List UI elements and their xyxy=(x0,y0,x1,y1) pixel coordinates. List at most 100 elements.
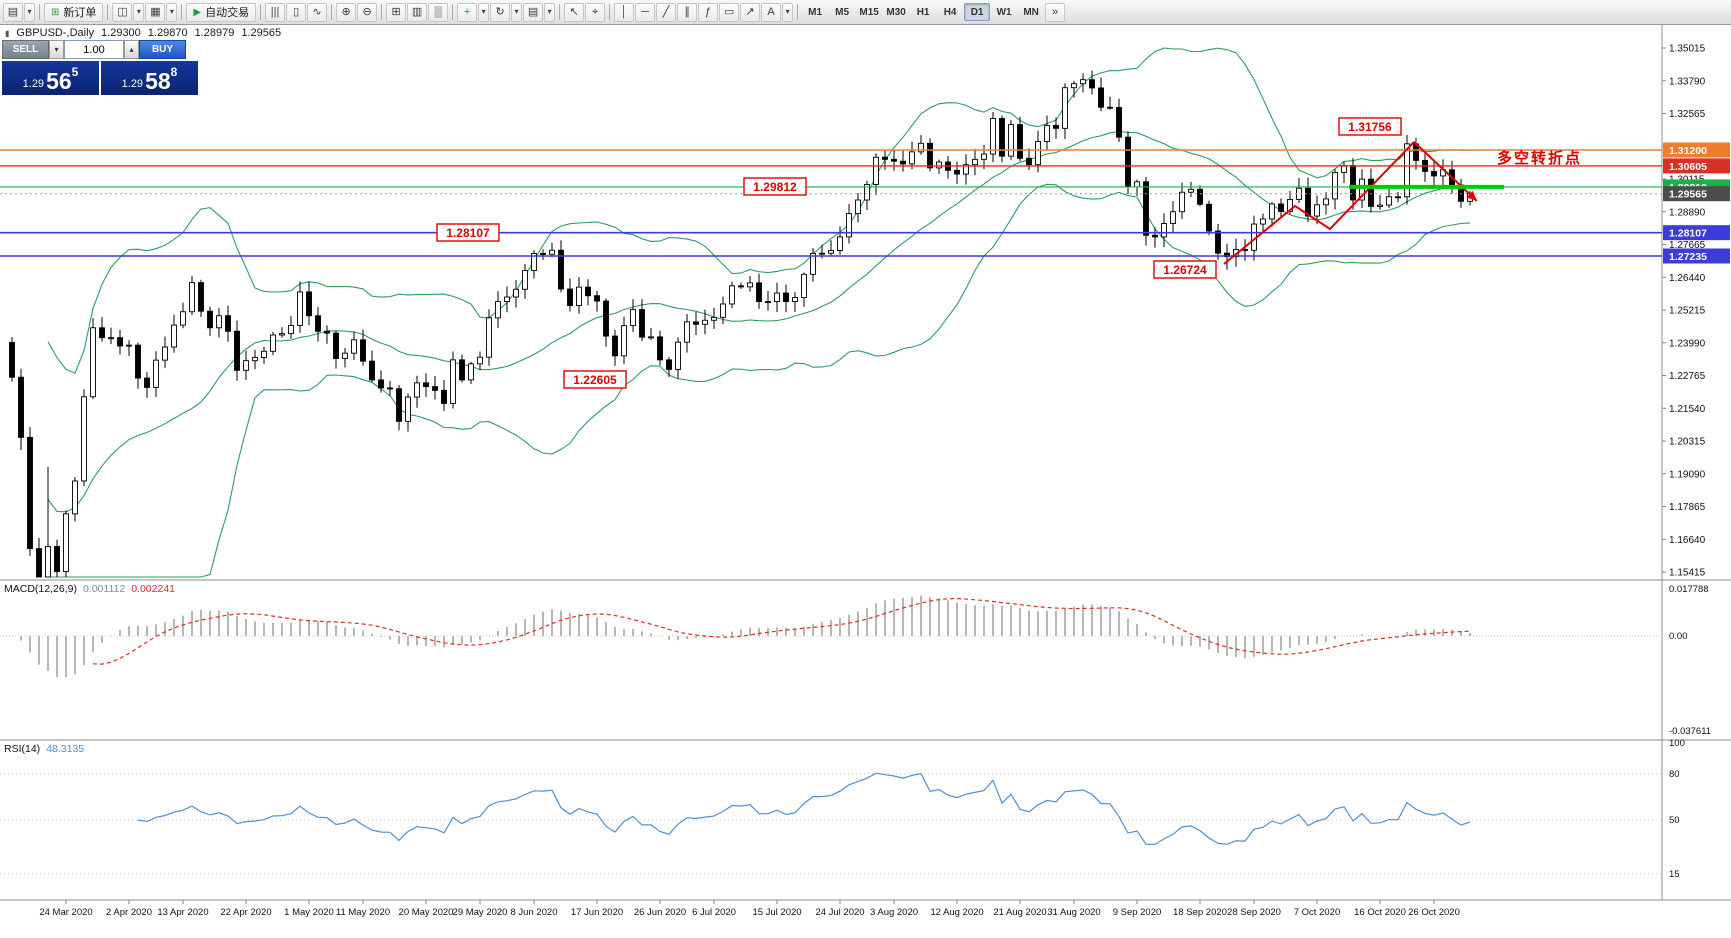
candle-body xyxy=(81,396,87,482)
auto-arrange-icon[interactable]: ▥ xyxy=(407,2,428,22)
candle-body xyxy=(18,376,24,438)
templates-icon[interactable]: ▤ xyxy=(523,2,544,22)
date-label: 13 Apr 2020 xyxy=(157,907,208,918)
price-badge-text: 1.29565 xyxy=(1669,189,1707,201)
templates-dropdown-icon[interactable]: ▾ xyxy=(544,2,556,22)
date-label: 17 Jun 2020 xyxy=(571,907,623,918)
candle-body xyxy=(801,273,807,299)
timeframe-m30-button[interactable]: M30 xyxy=(883,3,909,21)
timeframe-mn-button[interactable]: MN xyxy=(1018,3,1044,21)
horizontal-line-icon[interactable]: ─ xyxy=(635,2,656,22)
vertical-line-icon[interactable]: │ xyxy=(614,2,635,22)
candle-body xyxy=(1314,204,1320,217)
candle-body xyxy=(45,546,51,578)
volume-increase-button[interactable]: ▴ xyxy=(124,40,139,59)
price-badge xyxy=(1663,248,1730,264)
timeframe-d1-button[interactable]: D1 xyxy=(964,3,991,21)
candle-body xyxy=(576,286,582,307)
date-label: 6 Jul 2020 xyxy=(692,907,736,918)
crosshair-icon[interactable]: ⌖ xyxy=(585,2,606,22)
timeframe-m15-button[interactable]: M15 xyxy=(856,3,882,21)
candle-body xyxy=(261,350,267,358)
candle-body xyxy=(36,548,42,578)
macd-axis-zero: 0.00 xyxy=(1669,631,1688,642)
candlestick-chart-icon[interactable]: ▯ xyxy=(286,2,307,22)
candle-body xyxy=(864,184,870,201)
timeframe-h1-button[interactable]: H1 xyxy=(910,3,936,21)
volume-decrease-button[interactable]: ▾ xyxy=(49,40,64,59)
candle-body xyxy=(189,282,195,313)
price-tick-label: 1.17865 xyxy=(1669,502,1706,513)
equidistant-channel-icon[interactable]: ∥ xyxy=(677,2,698,22)
toolbar-overflow-icon[interactable]: » xyxy=(1045,2,1066,22)
periods-icon[interactable]: ↻ xyxy=(490,2,511,22)
fibonacci-icon[interactable]: ƒ xyxy=(698,2,719,22)
cursor-icon[interactable]: ↖ xyxy=(564,2,585,22)
candle-body xyxy=(153,359,159,388)
shapes-icon[interactable]: ▭ xyxy=(719,2,740,22)
timeframe-m5-button[interactable]: M5 xyxy=(829,3,855,21)
sell-button[interactable]: SELL xyxy=(2,40,49,59)
text-label-icon[interactable]: A xyxy=(761,2,782,22)
indicators-icon[interactable]: + xyxy=(457,2,478,22)
bid-quote-tile[interactable]: 1.29 56 5 xyxy=(2,61,99,95)
zoom-in-icon[interactable]: ⊕ xyxy=(336,2,357,22)
grid-icon[interactable]: ▒ xyxy=(428,2,449,22)
date-label: 28 Sep 2020 xyxy=(1227,907,1281,918)
profiles-icon[interactable]: ▦ xyxy=(145,2,166,22)
candle-body xyxy=(1188,188,1194,193)
timeframe-h4-button[interactable]: H4 xyxy=(937,3,963,21)
candle-body xyxy=(1134,181,1140,188)
date-label: 11 May 2020 xyxy=(336,907,390,918)
bollinger-bands xyxy=(47,47,1471,578)
autotrading-button[interactable]: ▶ 自动交易 xyxy=(186,2,257,22)
candle-body xyxy=(117,337,123,347)
macd-name: MACD(12,26,9) xyxy=(4,583,77,595)
periods-dropdown-icon[interactable]: ▾ xyxy=(511,2,523,22)
zoom-out-icon[interactable]: ⊖ xyxy=(357,2,378,22)
candle-body xyxy=(963,164,969,175)
ask-quote-tile[interactable]: 1.29 58 8 xyxy=(101,61,198,95)
chart-shortcut-icon[interactable]: ▤ xyxy=(3,2,23,22)
ask-price-prefix: 1.29 xyxy=(121,78,144,90)
candle-body xyxy=(630,309,636,327)
candle-body xyxy=(1206,203,1212,232)
price-annotation-box xyxy=(1338,117,1402,136)
trendline-icon[interactable]: ╱ xyxy=(656,2,677,22)
timeframe-m1-button[interactable]: M1 xyxy=(802,3,828,21)
date-label: 2 Apr 2020 xyxy=(106,907,152,918)
candle-body xyxy=(747,282,753,288)
candle-body xyxy=(909,151,915,165)
new-chart-icon[interactable]: ◫ xyxy=(112,2,133,22)
candle-body xyxy=(1287,199,1293,212)
bid-price-prefix: 1.29 xyxy=(22,78,45,90)
new-chart-dropdown-icon[interactable]: ▾ xyxy=(133,2,145,22)
chart-title: ▮ GBPUSD-,Daily 1.29300 1.29870 1.28979 … xyxy=(5,27,281,39)
chart-shortcut-dropdown-icon[interactable]: ▾ xyxy=(24,2,35,22)
volume-input[interactable] xyxy=(64,40,124,59)
indicators-dropdown-icon[interactable]: ▾ xyxy=(478,2,490,22)
price-badge-text: 1.28107 xyxy=(1669,228,1707,240)
trend-arrow-head xyxy=(1466,190,1477,201)
new-order-icon: ⊞ xyxy=(51,6,60,18)
profiles-dropdown-icon[interactable]: ▾ xyxy=(166,2,178,22)
bar-chart-icon[interactable]: ||| xyxy=(265,2,286,22)
new-order-button[interactable]: ⊞ 新订单 xyxy=(44,2,104,22)
buy-button[interactable]: BUY xyxy=(139,40,186,59)
date-label: 8 Jun 2020 xyxy=(510,907,557,918)
arrows-icon[interactable]: ↗ xyxy=(740,2,761,22)
price-badge xyxy=(1663,186,1730,202)
toolbar-separator xyxy=(452,4,454,20)
date-label: 3 Aug 2020 xyxy=(870,907,918,918)
objects-dropdown-icon[interactable]: ▾ xyxy=(782,2,794,22)
rsi-axis-label: 15 xyxy=(1669,869,1680,880)
candle-body xyxy=(495,301,501,319)
line-chart-icon[interactable]: ∿ xyxy=(307,2,328,22)
tile-windows-icon[interactable]: ⊞ xyxy=(386,2,407,22)
candle-body xyxy=(1017,124,1023,159)
candle-body xyxy=(243,360,249,371)
candle-body xyxy=(531,253,537,272)
timeframe-w1-button[interactable]: W1 xyxy=(991,3,1017,21)
horizontal-price-lines xyxy=(0,149,1662,257)
